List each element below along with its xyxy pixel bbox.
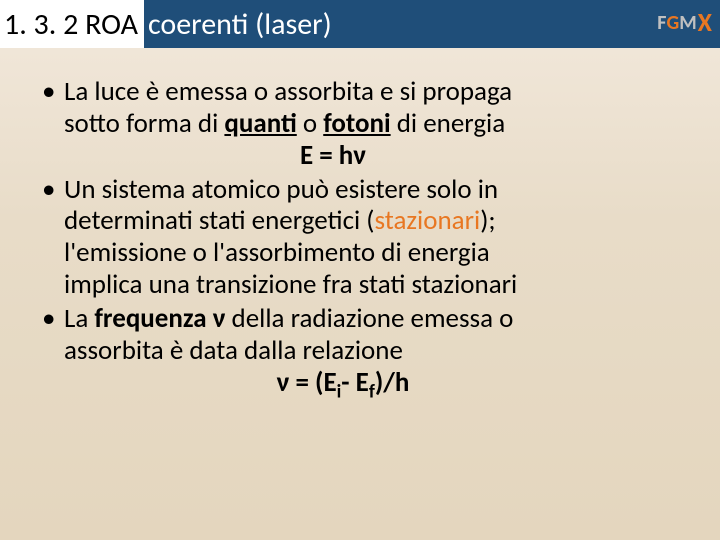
b3-formula: ν = (Ei- Ef)/h	[64, 367, 682, 404]
bullet-3: La frequenza ν della radiazione emessa o…	[38, 303, 682, 403]
b1-quanti: quanti	[224, 107, 296, 140]
b2-stazionari: stazionari	[374, 204, 480, 237]
logo-m: M	[679, 11, 696, 35]
bullet-list: La luce è emessa o assorbita e si propag…	[38, 76, 682, 403]
b3-line2: assorbita è data dalla relazione	[64, 334, 403, 367]
b3-line1a: La	[64, 302, 94, 335]
title-main: coerenti (laser) FGMX	[144, 0, 720, 48]
b3-nu: ν	[207, 302, 232, 335]
b3-frequenza: frequenza	[94, 302, 206, 335]
logo-x: X	[698, 6, 712, 38]
f-mid: - E	[341, 366, 369, 399]
b1-line2c: di energia	[391, 107, 506, 140]
b2-line1: Un sistema atomico può esistere solo in	[64, 173, 498, 206]
b3-line1b: della radiazione emessa o	[232, 302, 514, 335]
title-prefix: 1. 3. 2 ROA	[0, 0, 144, 48]
bullet-2: Un sistema atomico può esistere solo in …	[38, 174, 682, 301]
f-end: )/h	[375, 366, 410, 399]
b2-line2a: determinati stati energetici (	[64, 204, 374, 237]
f-nu: ν	[277, 366, 290, 399]
title-part2: coerenti (laser)	[148, 6, 332, 43]
slide-header: 1. 3. 2 ROA coerenti (laser) FGMX	[0, 0, 720, 48]
bullet-1: La luce è emessa o assorbita e si propag…	[38, 76, 682, 172]
f-eq: = (E	[289, 366, 336, 399]
title-part1: 1. 3. 2 ROA	[4, 6, 138, 43]
b2-line3: l'emissione o l'assorbimento di energia	[64, 236, 490, 269]
b1-fotoni: fotoni	[323, 107, 390, 140]
b1-formula: E = hν	[64, 140, 682, 172]
b1-line2b: o	[297, 107, 323, 140]
logo-g: G	[666, 11, 679, 35]
b2-line4: implica una transizione fra stati stazio…	[64, 268, 517, 301]
b1-line1: La luce è emessa o assorbita e si propag…	[64, 75, 512, 108]
b1-line2a: sotto forma di	[64, 107, 224, 140]
logo: FGMX	[657, 4, 712, 36]
slide-content: La luce è emessa o assorbita e si propag…	[0, 48, 720, 540]
logo-f: F	[657, 11, 666, 35]
b2-line2b: );	[480, 204, 495, 237]
